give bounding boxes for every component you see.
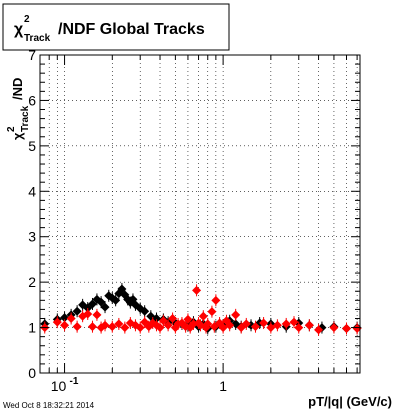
ylabel-chi: χ [10, 132, 25, 140]
data-point-red [72, 322, 82, 332]
y-tick-label: 0 [28, 365, 36, 381]
data-point-red [281, 319, 291, 329]
data-point-black [100, 302, 110, 312]
title-chi: χ [14, 21, 24, 38]
data-point-red [211, 295, 221, 305]
data-point-red [203, 319, 213, 329]
data-point-red [87, 322, 97, 332]
data-point-red [329, 323, 339, 333]
data-point-red [107, 322, 117, 332]
data-point-red [155, 323, 165, 333]
data-point-red [83, 309, 93, 319]
data-point-red [135, 323, 145, 333]
y-axis-title: χ 2 Track /ND [6, 78, 31, 140]
data-point-red [66, 313, 76, 323]
data-point-red [272, 320, 282, 330]
data-point-red [231, 310, 241, 320]
data-point-red [100, 320, 110, 330]
grid-lines [39, 54, 360, 374]
ylabel-rest: /ND [10, 78, 25, 100]
data-point-red [259, 318, 269, 328]
data-point-red [294, 323, 304, 333]
data-point-black [60, 313, 70, 323]
y-tick-label: 4 [28, 183, 36, 199]
data-point-red [92, 310, 102, 320]
y-tick-label: 6 [28, 92, 36, 108]
y-tick-label: 1 [28, 320, 36, 336]
data-point-black [140, 306, 150, 316]
data-point-red [168, 313, 178, 323]
data-point-red [163, 320, 173, 330]
data-point-red [192, 285, 202, 295]
x-tick-label: 10 [51, 378, 67, 394]
axes: 0 1 2 3 4 5 6 7 10 -1 1 [28, 47, 360, 394]
y-tick-label: 7 [28, 47, 36, 63]
title-superscript: 2 [24, 14, 30, 25]
data-point-red [158, 316, 168, 326]
x-axis-title: pT/|q| (GeV/c) [308, 394, 392, 409]
data-point-red [60, 320, 70, 330]
data-point-red [314, 325, 324, 335]
chart-title: χ 2 Track /NDF Global Tracks [2, 3, 230, 51]
data-point-red [304, 320, 314, 330]
data-point-black [111, 295, 121, 305]
data-point-red [198, 311, 208, 321]
data-points [40, 282, 362, 336]
data-point-red [207, 307, 217, 317]
ylabel-superscript: 2 [6, 126, 17, 132]
data-point-black [72, 306, 82, 316]
plot-frame [39, 54, 361, 374]
title-box [2, 3, 230, 51]
ylabel-subscript: Track [20, 105, 31, 132]
data-point-red [289, 317, 299, 327]
data-point-red [241, 319, 251, 329]
y-tick-label: 5 [28, 138, 36, 154]
y-tick-label: 3 [28, 229, 36, 245]
data-point-red [341, 323, 351, 333]
data-point-red [250, 322, 260, 332]
data-point-red [52, 317, 62, 327]
x-tick-label: 1 [219, 378, 227, 394]
data-point-red [120, 323, 130, 333]
data-point-red [225, 320, 235, 330]
timestamp: Wed Oct 8 18:32:21 2014 [3, 401, 95, 410]
title-rest: /NDF Global Tracks [58, 21, 205, 38]
data-point-red [114, 319, 124, 329]
x-tick-exponent: -1 [70, 376, 79, 387]
title-subscript: Track [24, 33, 51, 44]
y-tick-label: 2 [28, 274, 36, 290]
data-point-red [352, 323, 362, 333]
